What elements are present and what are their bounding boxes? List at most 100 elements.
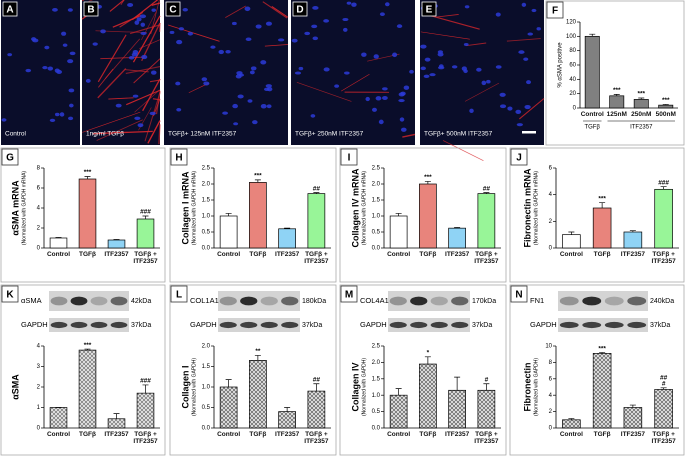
panel-letter: D <box>296 5 303 16</box>
panel-letter-box <box>1 148 19 166</box>
nucleus <box>429 73 436 77</box>
bar <box>136 218 155 249</box>
blot-kda: 37kDa <box>131 322 151 329</box>
panel-letter: A <box>6 5 13 16</box>
panel-letter: H <box>175 153 182 164</box>
error-bar <box>284 407 291 412</box>
panel-letter: G <box>6 153 14 164</box>
stress-fiber <box>147 120 161 144</box>
nucleus <box>115 103 122 108</box>
y-tick-label: 2 <box>37 226 41 232</box>
x-tick-label: TGFβ <box>79 431 96 438</box>
significance-label: *** <box>598 345 606 352</box>
image-caption: 1ng/ml TGFβ <box>86 131 124 138</box>
bar <box>78 349 97 429</box>
y-tick-label: 10 <box>545 344 552 350</box>
nucleus <box>527 32 534 36</box>
x-tick-label: TGFβ + ITF2357 <box>474 431 499 445</box>
bar <box>592 207 612 249</box>
y-axis-label: αSMA <box>10 374 20 400</box>
y-tick-label: 4 <box>37 344 41 350</box>
error-bar <box>613 94 620 96</box>
nucleus <box>69 103 74 108</box>
nucleus <box>187 31 194 36</box>
nucleus <box>244 6 251 12</box>
nucleus <box>151 8 157 12</box>
x-tick-label: Control <box>46 251 71 258</box>
error-bar <box>254 179 261 183</box>
error-bar <box>629 230 636 232</box>
image-caption: Control <box>5 131 27 138</box>
x-tick-label: ITF2357 <box>620 251 645 258</box>
stress-fiber <box>420 31 470 40</box>
nucleus <box>536 27 541 31</box>
nucleus <box>52 7 58 12</box>
bar <box>448 389 466 429</box>
bar <box>419 363 437 429</box>
significance-label: ** <box>255 348 261 355</box>
nucleus <box>54 112 60 117</box>
nucleus <box>67 59 74 64</box>
group-label: TGFβ <box>585 125 601 131</box>
nucleus <box>139 14 147 19</box>
nucleus <box>265 21 272 26</box>
panel-border <box>339 284 507 456</box>
x-tick-label: TGFβ + ITF2357 <box>304 431 329 445</box>
group-label: ITF2357 <box>630 125 653 131</box>
bar <box>389 394 408 429</box>
nucleus <box>249 70 255 75</box>
nucleus <box>175 81 181 86</box>
blot-band <box>410 321 428 329</box>
panel-letter: K <box>6 290 14 301</box>
blot-band <box>559 296 579 306</box>
significance-label: *** <box>84 169 92 176</box>
nucleus <box>150 70 157 75</box>
nucleus <box>486 79 491 84</box>
y-tick-label: 0.0 <box>202 426 211 432</box>
scale-bar <box>522 131 536 134</box>
nucleus <box>31 37 37 41</box>
stress-fiber <box>96 119 143 141</box>
error-bar <box>284 227 291 229</box>
nucleus <box>372 107 377 112</box>
nucleus <box>140 31 147 35</box>
nucleus <box>526 80 531 85</box>
y-tick-label: 6 <box>37 186 41 192</box>
nucleus <box>469 108 474 113</box>
nucleus <box>266 104 272 109</box>
blot-label: FN1 <box>530 296 544 305</box>
x-tick-label: Control <box>217 251 241 258</box>
nucleus <box>392 52 398 58</box>
x-tick-label: Control <box>387 431 411 438</box>
y-tick-label: 0.0 <box>202 246 211 252</box>
y-tick-label: 8 <box>549 360 553 366</box>
blot-band <box>582 296 602 306</box>
error-bar <box>662 104 669 106</box>
blot-band <box>627 296 647 306</box>
y-axis-sublabel: (Normalized with GAPDH mRNA) <box>191 171 197 246</box>
nucleus <box>62 43 68 47</box>
nucleus <box>218 49 224 55</box>
panel-border <box>0 147 166 283</box>
x-tick-label: Control <box>46 431 71 438</box>
blot-kda: 37kDa <box>472 322 492 329</box>
bar <box>136 392 155 429</box>
error-bar <box>454 227 461 229</box>
nucleus <box>245 37 252 42</box>
nucleus <box>400 127 407 132</box>
nucleus <box>476 67 482 72</box>
x-tick-label: Control <box>580 111 604 118</box>
y-axis-label: Fibronectin <box>522 363 532 412</box>
x-tick-label: Control <box>387 251 411 258</box>
nucleus <box>203 81 210 86</box>
stress-fiber <box>141 22 161 62</box>
panel-border <box>545 0 685 146</box>
blot-band <box>281 321 299 329</box>
stress-fiber <box>465 42 487 47</box>
blot-band <box>451 296 469 306</box>
nucleus <box>137 123 144 128</box>
nucleus <box>420 44 427 49</box>
nucleus <box>47 66 54 71</box>
nucleus <box>438 64 444 69</box>
